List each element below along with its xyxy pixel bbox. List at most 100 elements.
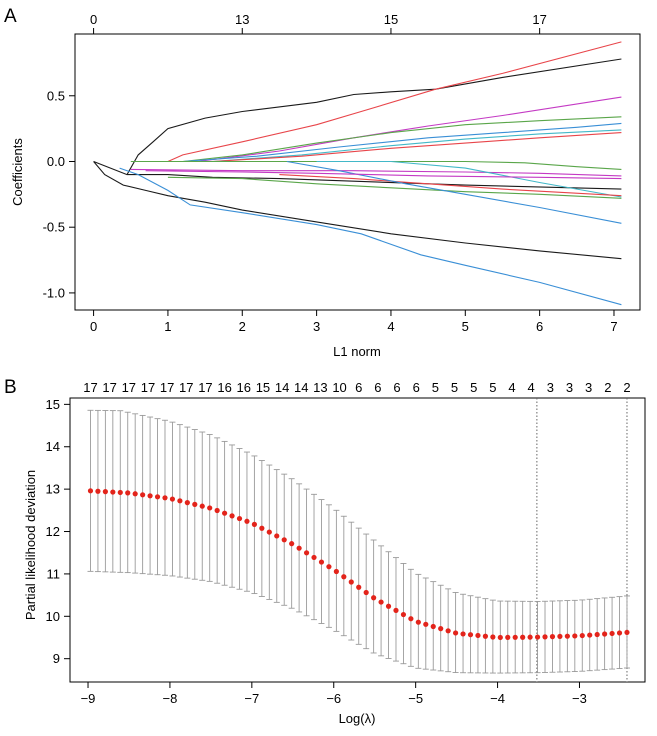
panel-b-mean-point (512, 634, 518, 640)
panel-b-mean-point (430, 623, 436, 630)
panel-b-mean-point (594, 631, 600, 638)
panel-a-coef-17-path (145, 170, 622, 180)
panel-b-top-count-label: 3 (585, 380, 592, 395)
panel-b-top-count-label: 15 (256, 380, 270, 395)
panel-b-mean-point (274, 533, 280, 539)
panel-b-y-tick-label: 14 (46, 439, 60, 454)
panel-b-mean-point (214, 507, 220, 514)
panel-a-letter: A (4, 6, 17, 27)
panel-b-mean-point (333, 568, 339, 575)
panel-b-y-tick-label: 12 (46, 524, 60, 539)
panel-b-mean-point (281, 537, 287, 543)
panel-a-coef-5-path (197, 96, 622, 163)
panel-b-mean-point (289, 541, 295, 547)
panel-b-mean-point (445, 628, 451, 634)
panel-b-mean-point (438, 626, 444, 632)
panel-b-mean-point (192, 501, 198, 507)
panel-b-top-count-label: 14 (275, 380, 289, 395)
panel-b-mean-point (415, 619, 421, 625)
panel-a-top-ticks: 0 13 15 17 (90, 12, 547, 34)
panel-b-top-count-label: 17 (198, 380, 212, 395)
panel-b-top-count-label: 16 (237, 380, 251, 395)
panel-b-mean-point (303, 550, 310, 556)
panel-b-mean-point (400, 611, 407, 618)
panel-b-mean-point (557, 633, 563, 640)
panel-b-letter: B (4, 377, 17, 398)
panel-b-top-count-label: 5 (489, 380, 496, 395)
panel-b-mean-point (579, 632, 585, 639)
panel-b-y-tick-label: 11 (47, 566, 61, 581)
panel-b-mean-point (132, 491, 138, 497)
panel-a-coef-6-path (182, 116, 622, 163)
panel-a-coef-14-path (279, 174, 622, 197)
panel-b-mean-point (371, 595, 377, 601)
panel-b-mean-point (162, 495, 168, 501)
panel-b-x-tick-label: −8 (163, 691, 178, 706)
panel-a-y-ticks: -1.0 -0.5 0.0 0.5 (43, 88, 75, 300)
panel-b-mean-point (549, 634, 556, 640)
panel-b-error-bars (87, 409, 630, 674)
panel-a-coef-9-path (212, 132, 622, 163)
panel-b-mean-point (423, 621, 429, 627)
panel-b-top-count-label: 5 (470, 380, 477, 395)
panel-b-x-tick-label: −7 (244, 691, 259, 706)
panel-b-mean-point (460, 631, 466, 637)
panel-b-mean-point (587, 632, 593, 638)
panel-b-mean-point (602, 631, 608, 637)
panel-a-y-tick-label: 0.0 (47, 154, 65, 169)
panel-a-coefficient-paths (93, 41, 622, 306)
panel-b-top-count-label: 4 (528, 380, 535, 395)
panel-b-mean-point (147, 493, 153, 499)
panel-a-coef-15-path (286, 160, 622, 224)
panel-b-top-count-label: 6 (374, 380, 381, 395)
panel-b-mean-point (251, 521, 258, 527)
panel-b-top-count-labels: 17 17 17 17 17 17 17 16 16 15 14 14 13 10 6 6 6 6 5 5 5 5 4 4 3 3… (83, 380, 630, 395)
panel-a-coef-7-path (182, 122, 622, 163)
panel-b-top-count-label: 6 (413, 380, 420, 395)
panel-b-y-tick-label: 15 (46, 397, 60, 412)
panel-b-y-label: Partial likelihood deviation (23, 470, 38, 620)
panel-b-top-count-label: 17 (141, 380, 155, 395)
panel-b-top-count-label: 3 (547, 380, 554, 395)
panel-b-x-tick-label: −9 (81, 691, 96, 706)
panel-b-mean-point (207, 505, 213, 511)
panel-b-top-count-label: 4 (508, 380, 515, 395)
panel-b-mean-point (348, 579, 354, 585)
panel-a-x-label: L1 norm (333, 344, 381, 359)
panel-b-mean-point (110, 489, 116, 495)
panel-b-top-count-label: 13 (313, 380, 327, 395)
panel-b-mean-point (616, 630, 623, 636)
panel-a-coef-11-path (130, 168, 622, 177)
panel-a-y-tick-label: 0.5 (47, 88, 65, 103)
panel-b-mean-point (564, 633, 570, 639)
panel-a-coef-12-path (316, 160, 622, 198)
panel-b-mean-point (490, 634, 496, 640)
panel-b-mean-point (140, 492, 146, 498)
panel-b-mean-point (87, 488, 94, 494)
panel-b-top-count-label: 10 (332, 380, 346, 395)
panel-b-y-tick-label: 13 (46, 482, 60, 497)
panel-b-mean-point (534, 634, 541, 640)
panel-a-plot-frame (74, 33, 641, 311)
panel-a-coef-8-path (212, 129, 622, 163)
panel-b-mean-point (229, 513, 235, 519)
panel-b-top-count-label: 17 (102, 380, 116, 395)
panel-b-mean-point (505, 634, 511, 640)
panel-b-top-count-label: 3 (566, 380, 573, 395)
panel-b-mean-point (236, 515, 243, 522)
panel-b-mean-point (452, 630, 459, 636)
panel-b-mean-point (482, 633, 489, 639)
panel-b-mean-point (184, 500, 190, 506)
panel-b-top-count-label: 17 (122, 380, 136, 395)
panel-b-mean-point (169, 496, 176, 502)
panel-b-mean-point (125, 490, 131, 496)
panel-a-x-tick-label: 5 (462, 319, 469, 334)
panel-b-mean-point (467, 632, 474, 638)
panel-b-mean-point (609, 630, 615, 637)
panel-b-mean-point (475, 632, 481, 639)
panel-b-mean-point (341, 574, 347, 580)
panel-b-x-ticks: −9 −8 −7 −6 −5 −4 −3 (81, 682, 587, 706)
panel-b-mean-point (244, 518, 250, 524)
panel-b-mean-point (311, 554, 317, 561)
panel-a-top-tick-label: 15 (384, 12, 398, 27)
